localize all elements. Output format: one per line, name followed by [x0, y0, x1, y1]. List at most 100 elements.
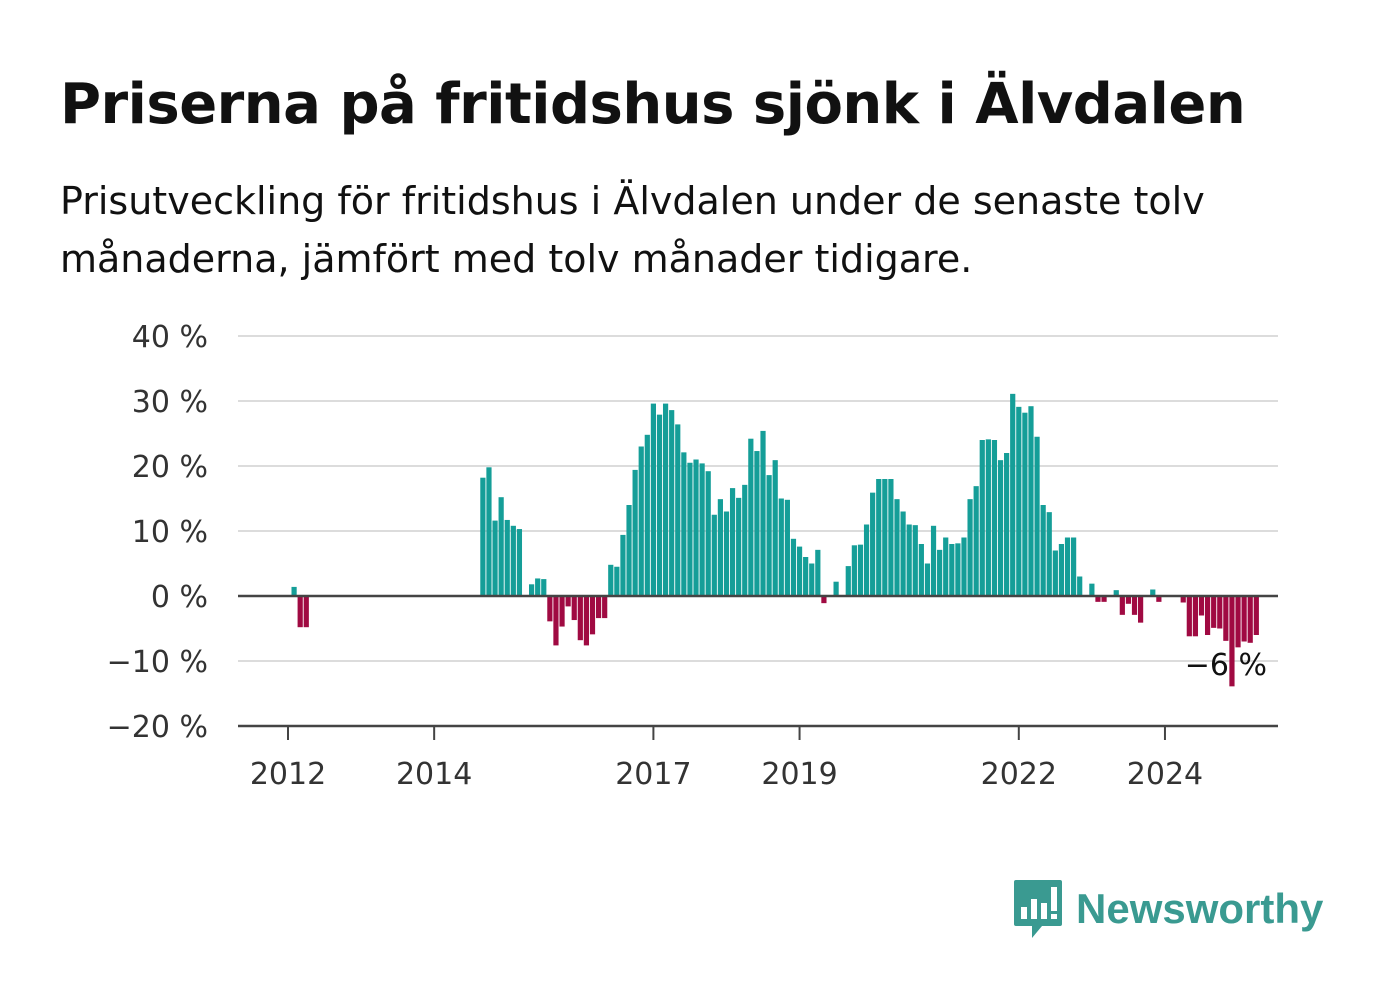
bar-2018-02: [729, 488, 736, 596]
bar-2022-09: [1064, 537, 1071, 596]
bar-2017-04: [669, 410, 675, 596]
bar-2015-02: [510, 525, 516, 596]
bar-2023-12: [1156, 596, 1162, 602]
bar-2024-08: [1204, 596, 1211, 635]
y-tick-label: 40 %: [132, 320, 208, 355]
bar-2022-10: [1071, 537, 1077, 596]
chart-subtitle: Prisutveckling för fritidshus i Älvdalen…: [60, 179, 1205, 281]
bar-2021-10: [997, 460, 1004, 596]
bar-2021-02: [949, 544, 955, 596]
bar-2021-08: [985, 439, 991, 596]
x-tick-label: 2024: [1127, 757, 1203, 792]
bar-2018-05: [748, 438, 754, 596]
bar-2017-09: [699, 463, 705, 596]
bar-2025-01: [1235, 596, 1241, 648]
bar-2020-01: [870, 492, 876, 596]
bar-2018-09: [772, 460, 778, 596]
y-axis-labels: 40 % 30 % 20 % 10 % 0 % −10 % −20 %: [107, 320, 208, 745]
bar-2025-03: [1247, 596, 1253, 643]
bar-2024-06: [1192, 596, 1199, 637]
bar-2015-09: [553, 596, 559, 646]
bar-2021-11: [1004, 453, 1010, 596]
bar-2018-12: [790, 538, 797, 596]
bar-2017-02: [656, 414, 663, 596]
bar-2016-04: [595, 596, 602, 619]
bar-2020-04: [888, 479, 894, 596]
bar-2019-11: [857, 544, 864, 596]
bar-2024-09: [1211, 596, 1217, 628]
brand-name: Newsworthy: [1076, 885, 1324, 932]
bar-2022-03: [1028, 406, 1034, 596]
bar-2015-10: [559, 596, 565, 627]
bar-2019-07: [833, 581, 839, 596]
bar-2020-09: [918, 544, 924, 596]
bar-2023-06: [1119, 596, 1125, 615]
x-tick-label: 2017: [615, 757, 691, 792]
x-axis-labels: 2012 2014 2017 2019 2022 2024: [250, 757, 1203, 792]
bar-2014-12: [498, 497, 504, 596]
bar-2024-12: [1229, 596, 1235, 687]
bar-2017-01: [650, 403, 656, 596]
y-tick-label: −20 %: [107, 710, 208, 745]
bar-2021-12: [1010, 393, 1016, 596]
bar-2020-08: [912, 525, 918, 596]
bar-2020-12: [937, 549, 943, 596]
latest-value-label: −6 %: [1185, 648, 1267, 683]
bar-2019-05: [821, 596, 827, 604]
bar-2017-08: [693, 459, 699, 596]
y-tick-label: −10 %: [107, 645, 208, 680]
bar-2014-11: [492, 520, 498, 596]
bar-2018-04: [742, 484, 748, 596]
bar-2021-01: [943, 537, 949, 596]
bar-2022-06: [1046, 512, 1052, 596]
bar-2022-04: [1034, 436, 1040, 596]
bar-2020-03: [882, 479, 888, 596]
bar-2022-01: [1016, 406, 1022, 596]
bar-2018-11: [784, 499, 790, 596]
y-tick-label: 10 %: [132, 515, 208, 550]
bar-2017-12: [717, 499, 723, 596]
bar-2017-05: [675, 424, 681, 596]
bar-2024-04: [1180, 596, 1186, 603]
bar-2019-10: [851, 545, 857, 596]
bar-2022-08: [1058, 544, 1065, 596]
bar-2018-08: [766, 475, 772, 596]
bar-2019-03: [809, 563, 815, 596]
bar-2019-09: [845, 566, 851, 596]
bar-2015-08: [547, 596, 553, 622]
bar-2016-08: [620, 534, 626, 596]
bar-2024-10: [1217, 596, 1223, 629]
bar-2024-05: [1186, 596, 1192, 637]
x-tick-label: 2019: [761, 757, 837, 792]
bar-2024-11: [1223, 596, 1229, 641]
bar-2016-10: [632, 469, 638, 596]
bar-2015-07: [541, 579, 547, 596]
bar-2019-12: [863, 524, 870, 596]
bar-2016-06: [608, 564, 614, 596]
bar-2015-01: [504, 519, 510, 596]
bar-2018-10: [778, 498, 784, 596]
bar-2016-05: [602, 596, 608, 619]
y-tick-label: 0 %: [151, 580, 208, 615]
bar-2020-10: [924, 563, 931, 596]
bar-2023-08: [1131, 596, 1138, 615]
bar-2022-11: [1077, 576, 1083, 596]
bar-2015-12: [571, 596, 577, 621]
bar-2018-03: [736, 497, 742, 596]
bar-2020-02: [876, 479, 882, 596]
y-tick-label: 30 %: [132, 385, 208, 420]
x-tick-label: 2022: [981, 757, 1057, 792]
x-tick-label: 2014: [396, 757, 472, 792]
bar-2020-05: [894, 499, 900, 596]
bar-2018-06: [754, 451, 760, 596]
bar-2014-09: [480, 477, 486, 596]
bar-2023-02: [1095, 596, 1101, 602]
bar-2023-01: [1089, 583, 1095, 596]
bar-2019-04: [815, 549, 821, 596]
bar-2020-06: [900, 511, 906, 596]
bar-2019-02: [803, 557, 809, 596]
bar-2017-07: [687, 462, 693, 596]
bar-2017-10: [705, 471, 711, 596]
bar-2025-02: [1241, 596, 1247, 642]
bar-2022-07: [1052, 550, 1058, 596]
